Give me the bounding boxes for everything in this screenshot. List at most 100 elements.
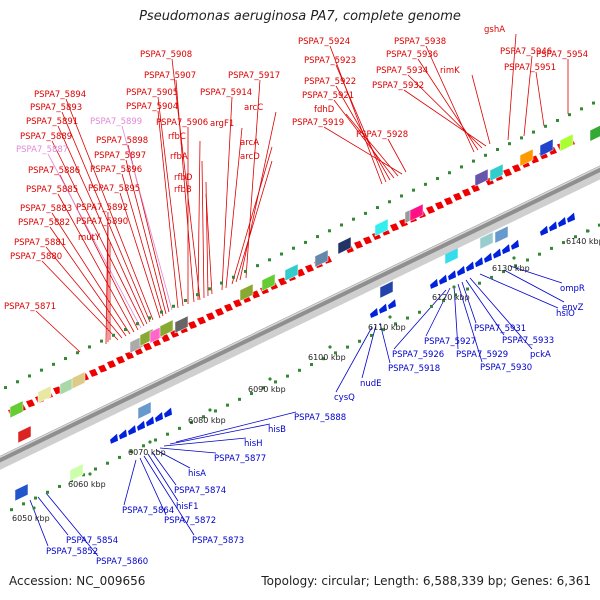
reverse-gene-arrow — [370, 307, 378, 318]
track-dot — [544, 124, 547, 128]
forward-gene-label: PSPA7_5890 — [76, 217, 128, 227]
scale-labels: 6050 kbp 6060 kbp 6070 kbp 6080 kbp 6090 kbp… — [12, 229, 600, 523]
scale-label: 6060 kbp — [68, 480, 106, 489]
forward-gene-label: PSPA7_5906 — [156, 118, 208, 128]
reverse-leader-line — [509, 265, 563, 284]
gene-block — [539, 138, 554, 157]
forward-gene-arrow — [215, 307, 224, 316]
track-dot — [574, 235, 577, 239]
scale-label: 6070 kbp — [128, 448, 166, 457]
reverse-leader-line — [139, 457, 167, 516]
gene-block — [284, 263, 299, 282]
forward-gene-label: PSPA7_5922 — [304, 77, 356, 87]
forward-leader-line — [403, 89, 487, 147]
reverse-leader-line — [503, 269, 565, 303]
reverse-leader-line — [469, 277, 533, 350]
forward-leader-line — [35, 310, 81, 353]
track-dot — [430, 304, 433, 308]
gene-block — [159, 319, 174, 338]
reverse-gene-label: PSPA7_5860 — [96, 557, 148, 567]
reverse-gene-label: PSPA7_5854 — [66, 536, 118, 546]
reverse-leader-line — [379, 322, 391, 364]
forward-gene-arrow — [471, 184, 480, 193]
forward-leader-line — [121, 173, 164, 317]
gene-labels: PSPA7_5880 PSPA7_5881 PSPA7_5882 PSPA7_5883… — [4, 25, 588, 567]
track-dot — [4, 386, 7, 390]
track-dot — [436, 177, 439, 181]
forward-gene-label: PSPA7_5889 — [20, 132, 72, 142]
forward-gene-arrow — [363, 236, 372, 245]
forward-gene-label: arcC — [244, 103, 263, 113]
reverse-leader-line — [155, 449, 191, 469]
track-dot — [166, 432, 169, 436]
track-dot — [100, 339, 103, 343]
forward-leader-line — [245, 79, 261, 279]
reverse-gene-label: PSPA7_5874 — [174, 486, 226, 496]
forward-gene-label: PSPA7_5905 — [126, 88, 178, 98]
reverse-gene-label: nudE — [360, 379, 382, 389]
forward-leader-line — [121, 125, 173, 311]
forward-leader-line — [105, 211, 109, 345]
forward-gene-label: PSPA7_5894 — [34, 90, 86, 100]
reverse-gene-label: hslO — [556, 309, 575, 319]
track-dot — [142, 444, 145, 448]
forward-gene-label: PSPA7_5923 — [304, 56, 356, 66]
forward-gene-label: PSPA7_5904 — [126, 102, 178, 112]
reverse-gene-arrow — [155, 412, 163, 422]
reverse-leader-line — [479, 273, 559, 309]
track-dot — [592, 101, 595, 105]
forward-gene-label: PSPA7_5895 — [88, 184, 140, 194]
forward-gene-label: PSPA7_5898 — [96, 136, 148, 146]
track-dot — [106, 461, 109, 465]
scale-tick — [512, 256, 516, 260]
scale-label: 6130 kbp — [492, 264, 530, 273]
track-dot — [64, 357, 67, 361]
track-dot — [124, 328, 127, 331]
forward-leader-line — [335, 85, 391, 181]
track-dot — [190, 421, 193, 425]
map-title: Pseudomonas aeruginosa PA7, complete gen… — [139, 9, 461, 24]
forward-track-dots — [4, 101, 595, 390]
reverse-gene-arrow — [164, 407, 172, 418]
gene-block — [379, 280, 394, 299]
track-dot — [88, 345, 91, 349]
reverse-gene-arrow — [493, 248, 501, 259]
reverse-leader-line — [143, 455, 195, 536]
reverse-gene-label: PSPA7_5888 — [294, 413, 346, 423]
reverse-gene-label: PSPA7_5918 — [388, 364, 440, 374]
gene-block — [71, 371, 86, 390]
forward-leader-line — [57, 193, 135, 333]
track-dot — [388, 200, 391, 204]
track-dot — [10, 508, 13, 512]
track-dot — [478, 281, 481, 285]
reverse-gene-arrow — [128, 425, 136, 436]
reverse-gene-arrow — [475, 257, 483, 268]
forward-gene-label: PSPA7_5934 — [376, 66, 428, 76]
reverse-leader-line — [461, 281, 477, 324]
gene-block — [174, 315, 189, 334]
track-dot — [178, 426, 181, 430]
track-dot — [568, 113, 571, 117]
track-dot — [70, 479, 73, 483]
forward-gene-label: fdhD — [314, 105, 335, 115]
reverse-gene-label: PSPA7_5930 — [480, 363, 532, 373]
track-dot — [490, 275, 493, 279]
reverse-gene-label: PSPA7_5872 — [164, 516, 216, 526]
track-dot — [250, 392, 253, 396]
reverse-leader-line — [159, 447, 217, 454]
scale-label: 6120 kbp — [432, 293, 470, 302]
track-dot — [514, 264, 517, 268]
reverse-leader-line — [123, 459, 137, 506]
forward-leader-line — [45, 246, 123, 339]
track-dot — [418, 310, 421, 314]
track-dot — [466, 287, 469, 291]
track-dot — [256, 264, 259, 268]
track-dot — [376, 206, 379, 210]
track-dot — [352, 217, 355, 221]
track-dot — [154, 438, 157, 442]
reverse-gene-arrow — [502, 244, 510, 255]
reverse-gene-arrow — [439, 274, 447, 285]
forward-gene-label: PSPA7_5882 — [18, 218, 70, 228]
forward-gene-label: PSPA7_5932 — [372, 81, 424, 91]
